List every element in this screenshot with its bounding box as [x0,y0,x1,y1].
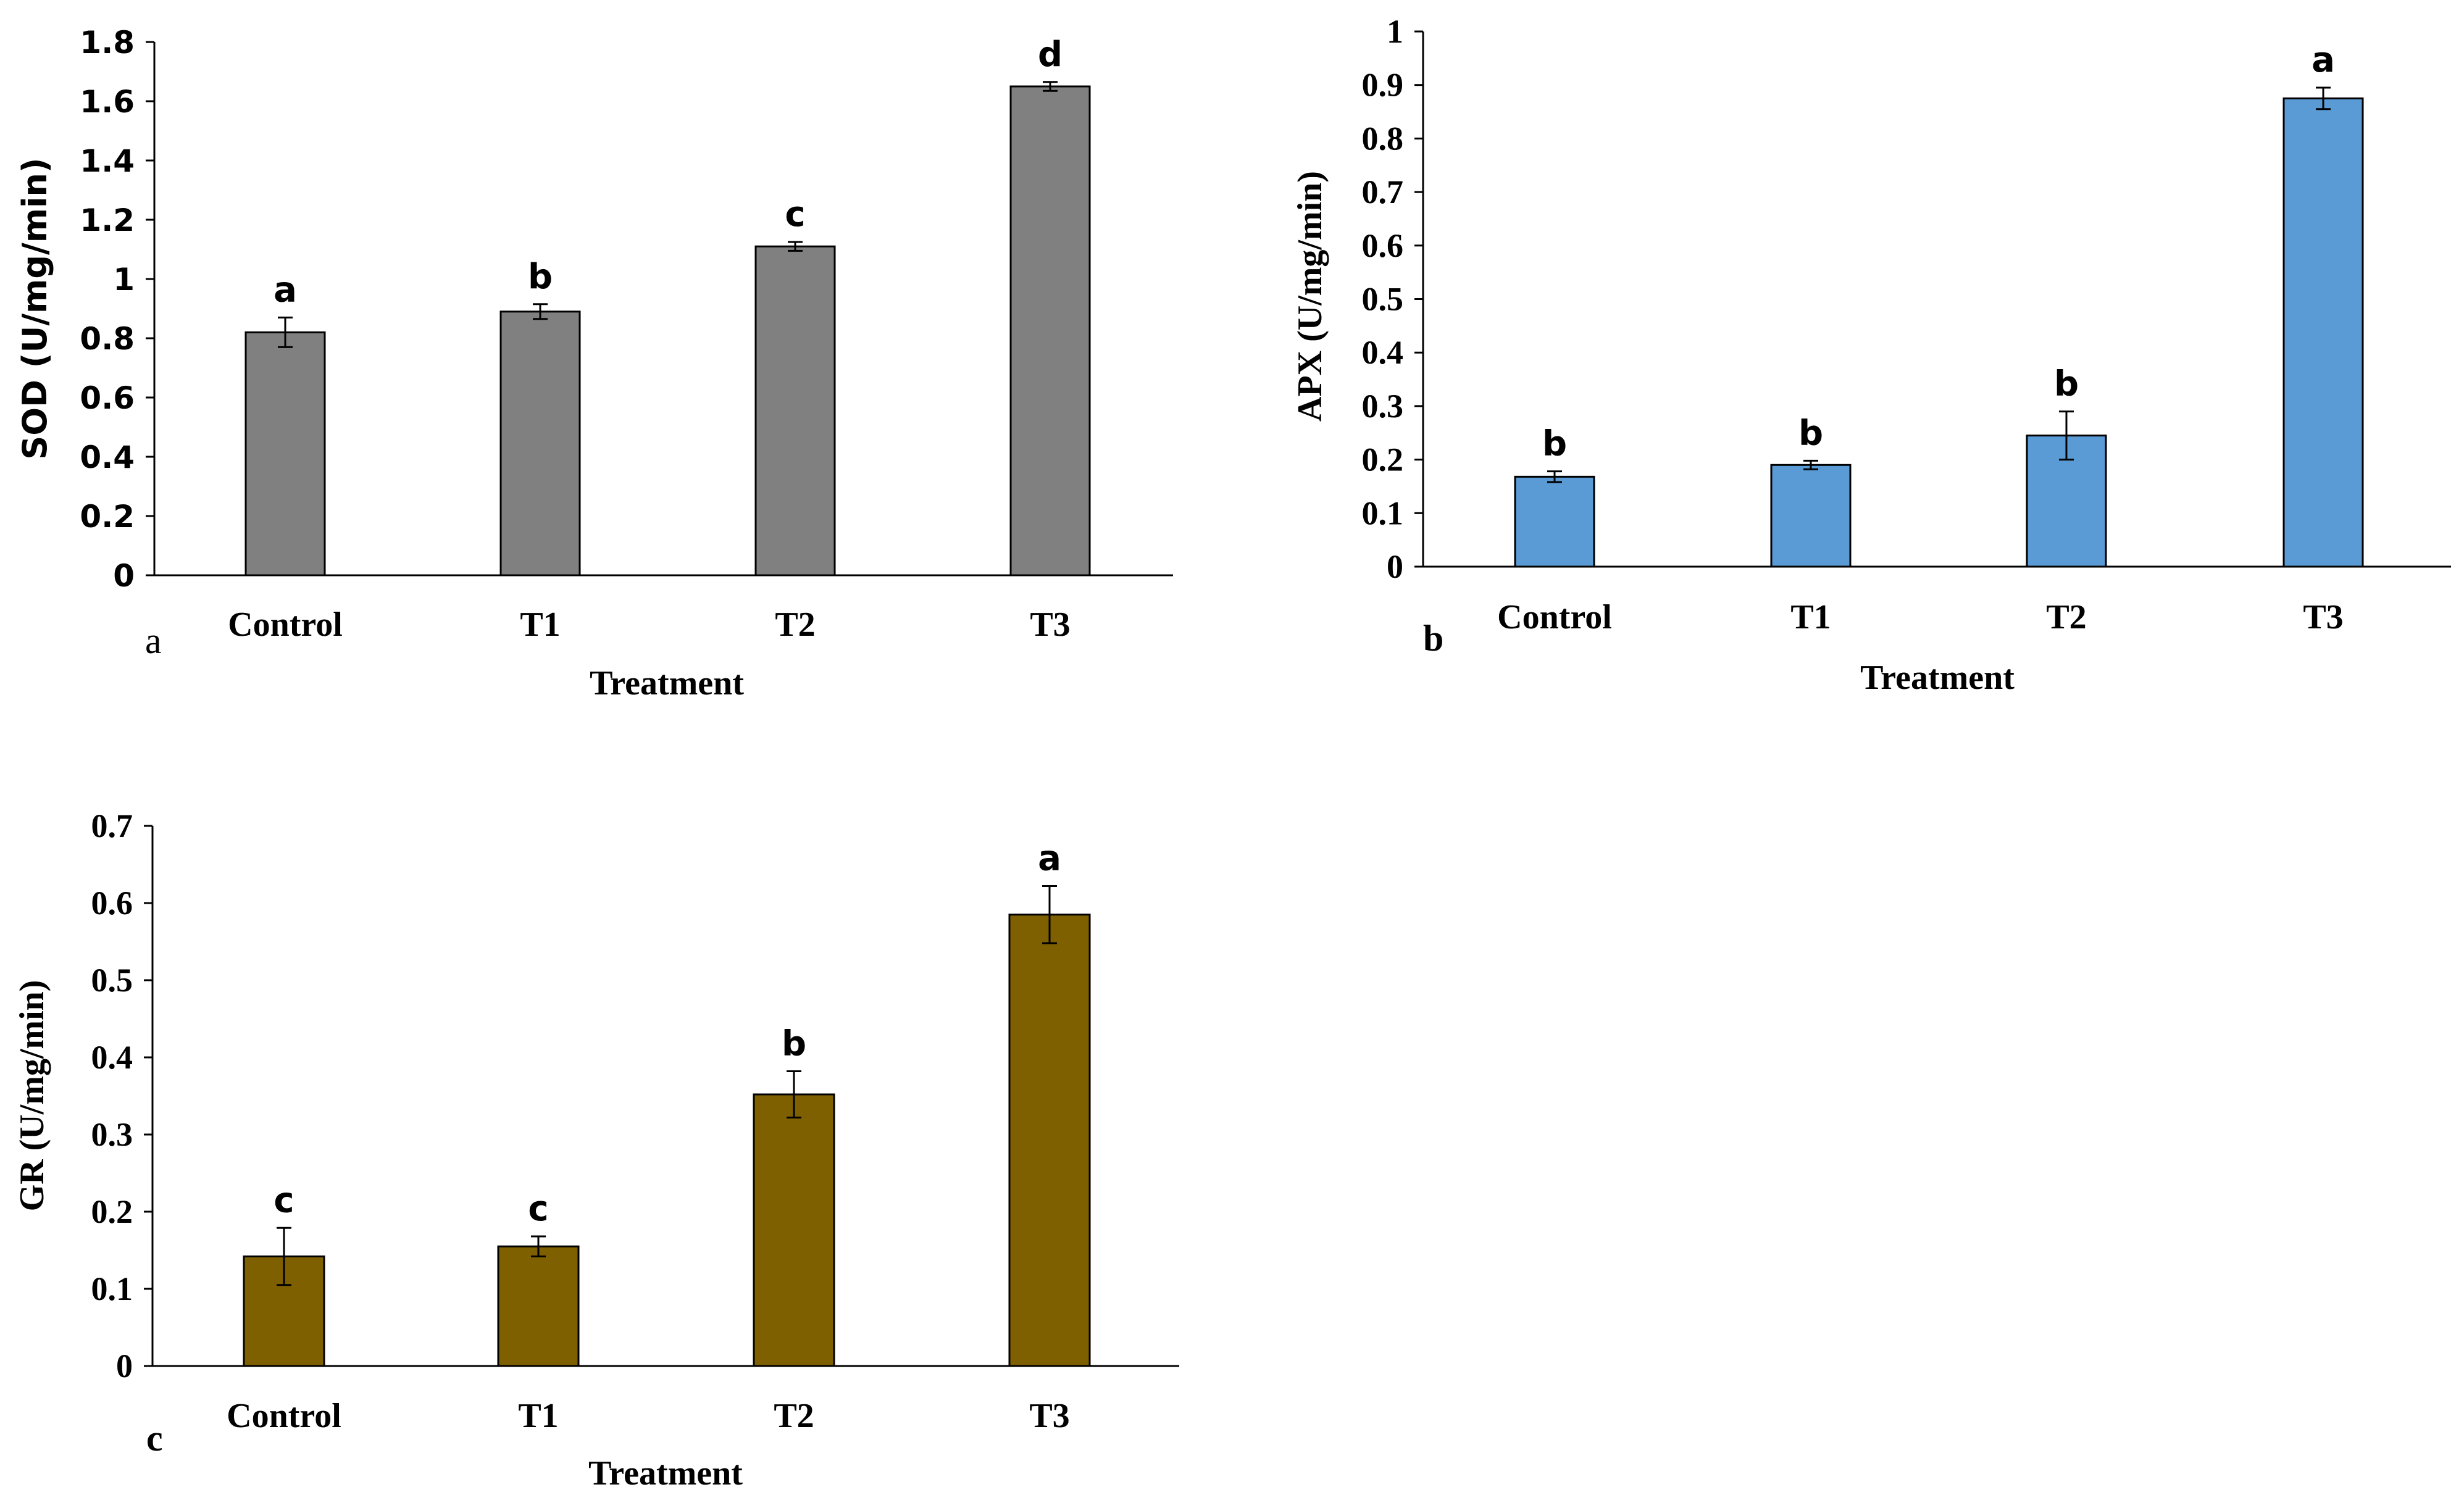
significance-letter: c [274,1180,294,1220]
x-tick-label: T2 [774,1397,814,1435]
bar [753,1093,835,1367]
y-tick-label: 1.8 [80,25,135,60]
x-tick-label: T2 [2046,598,2086,636]
y-ticks: 0 0.2 0.4 0.6 0.8 1 1.2 1.4 1.6 1.8 [80,25,154,594]
bar [1008,914,1091,1367]
significance-letter: b [1542,424,1567,464]
x-axis-label: Treatment [588,1454,743,1493]
y-tick-label: 0.3 [1362,388,1404,425]
x-tick-label: Control [228,606,343,644]
x-tick-label: T2 [775,606,815,644]
y-tick-label: 0.6 [1362,227,1404,264]
panel-label: c [146,1418,163,1459]
y-tick-label: 0.8 [80,321,135,357]
significance-letter: a [274,270,297,310]
bar [754,245,836,577]
y-tick-label: 0.2 [1362,441,1404,478]
x-tick-label: T3 [1030,606,1070,644]
bar [497,1245,580,1367]
y-tick-label: 0.5 [1362,281,1404,318]
y-tick-label: 0 [1387,548,1403,585]
plot-area: 0 0.1 0.2 0.3 0.4 0.5 0.6 0.7 0.8 0.9 1 b Control b T… [1362,13,2451,636]
significance-letter: a [1038,839,1061,879]
y-tick-label: 0 [113,558,135,594]
y-tick-label: 0.6 [80,380,135,416]
y-tick-label: 0.4 [80,439,135,475]
significance-letter: b [1798,413,1823,453]
x-tick-label: T1 [1790,598,1831,636]
y-tick-label: 0.1 [1362,494,1404,531]
y-tick-label: 0 [116,1347,133,1385]
x-tick-label: T1 [518,1397,558,1435]
x-tick-label: T1 [520,606,560,644]
y-tick-label: 0.9 [1362,67,1404,104]
bars: a Control b T1 c T2 d T3 [228,35,1091,644]
bars: c Control c T1 b T2 a T3 [227,839,1091,1435]
significance-letter: d [1038,35,1063,75]
y-ticks: 0 0.1 0.2 0.3 0.4 0.5 0.6 0.7 0.8 0.9 1 [1362,13,1423,585]
bar [1770,464,1852,568]
panel-label: b [1423,618,1443,659]
significance-letter: c [528,1189,548,1229]
plot-area: 0 0.1 0.2 0.3 0.4 0.5 0.6 0.7 c Control c T1 b T2 a T3 [91,807,1179,1435]
y-tick-label: 1.4 [80,143,135,179]
y-tick-label: 1 [113,262,135,298]
bar [2282,97,2364,568]
significance-letter: c [785,194,805,235]
y-tick-label: 1.6 [80,84,135,120]
y-tick-label: 1.2 [80,202,135,238]
significance-letter: b [2054,364,2079,404]
y-tick-label: 0.4 [91,1039,133,1076]
y-tick-label: 0.3 [91,1116,133,1153]
y-tick-label: 0.6 [91,885,133,922]
y-axis-label: SOD (U/mg/min) [15,157,54,459]
y-tick-label: 0.8 [1362,120,1404,157]
y-tick-label: 0.1 [91,1270,133,1307]
chart-panel-a: 0 0.2 0.4 0.6 0.8 1 1.2 1.4 1.6 1.8 a Control b T1 c T… [15,25,1173,702]
y-tick-label: 0.7 [1362,173,1404,210]
y-tick-label: 1 [1387,13,1403,50]
bar [1514,475,1595,568]
y-tick-label: 0.2 [80,499,135,535]
bars: b Control b T1 b T2 a T3 [1497,40,2364,636]
y-axis-label: APX (U/mg/min) [1291,171,1329,422]
y-tick-label: 0.5 [91,962,133,999]
x-axis-label: Treatment [590,664,744,702]
x-tick-label: Control [227,1397,341,1435]
chart-panel-b: 0 0.1 0.2 0.3 0.4 0.5 0.6 0.7 0.8 0.9 1 b Control b T… [1291,13,2451,697]
bar [244,331,326,577]
significance-letter: b [782,1024,806,1064]
plot-area: 0 0.2 0.4 0.6 0.8 1 1.2 1.4 1.6 1.8 a Control b T1 c T… [80,25,1173,644]
x-tick-label: T3 [1029,1397,1069,1435]
significance-letter: a [2312,40,2335,80]
x-tick-label: T3 [2303,598,2343,636]
bar [499,310,581,577]
chart-panel-c: 0 0.1 0.2 0.3 0.4 0.5 0.6 0.7 c Control c T1 b T2 a T3… [13,807,1179,1493]
y-ticks: 0 0.1 0.2 0.3 0.4 0.5 0.6 0.7 [91,807,152,1385]
x-tick-label: Control [1497,598,1612,636]
y-tick-label: 0.7 [91,807,133,844]
y-axis-label: GR (U/mg/min) [13,980,51,1212]
significance-letter: b [528,257,553,297]
panel-label: a [145,620,162,661]
y-tick-label: 0.4 [1362,334,1404,371]
y-tick-label: 0.2 [91,1193,133,1230]
x-axis-label: Treatment [1860,659,2015,697]
bar [1009,85,1091,577]
